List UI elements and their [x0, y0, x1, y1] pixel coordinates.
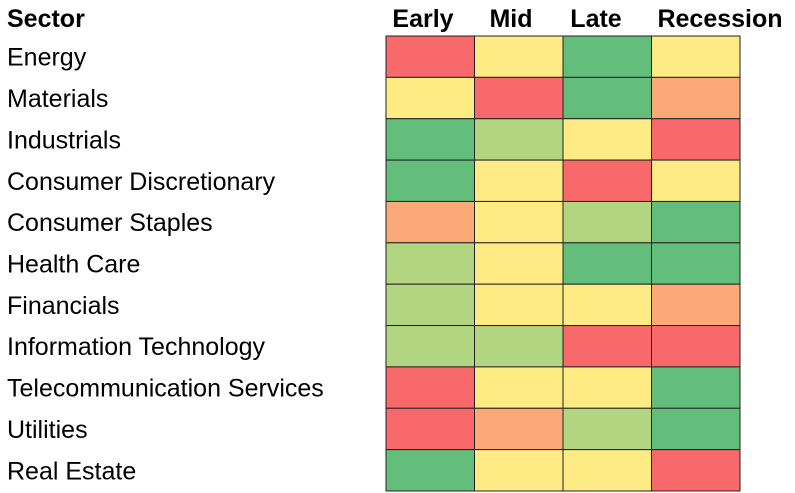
heatmap-cell — [474, 200, 564, 244]
heatmap-cell — [385, 283, 475, 327]
heatmap-cell — [474, 366, 564, 409]
heatmap-cell — [474, 242, 564, 285]
row-label: Information Technology — [7, 333, 266, 361]
heatmap-cell — [651, 449, 741, 492]
heatmap-cell — [474, 76, 564, 120]
heatmap-cell — [474, 325, 564, 368]
heatmap-cell — [562, 76, 652, 120]
heatmap-cell — [562, 159, 652, 202]
heatmap-cell — [651, 325, 741, 368]
column-header-late: Late — [570, 5, 622, 33]
heatmap-cell — [651, 283, 741, 327]
heatmap-cell — [385, 242, 475, 285]
row-label: Utilities — [7, 416, 88, 444]
heatmap-cell — [474, 407, 564, 451]
heatmap-cell — [474, 118, 564, 161]
heatmap-cell — [385, 200, 475, 244]
row-labels: Energy Materials Industrials Consumer Discr… — [7, 44, 324, 486]
heatmap-cell — [651, 242, 741, 285]
heatmap-cell — [562, 407, 652, 451]
heatmap-cell — [474, 35, 564, 78]
heatmap-cell — [651, 118, 741, 161]
heatmap-cell — [385, 366, 475, 409]
column-header-recession: Recession — [657, 5, 782, 33]
heatmap-cell — [385, 76, 475, 120]
row-label: Real Estate — [7, 457, 136, 485]
heatmap-cell — [474, 283, 564, 327]
heatmap-cell — [474, 159, 564, 202]
row-label: Health Care — [7, 251, 140, 279]
heatmap-cell — [562, 283, 652, 327]
row-label: Consumer Discretionary — [7, 168, 276, 196]
column-header-mid: Mid — [489, 5, 532, 33]
column-headers: Early Mid Late Recession — [392, 5, 782, 33]
heatmap-cell — [651, 35, 741, 78]
heatmap-cell — [385, 449, 475, 492]
heatmap-cell — [651, 159, 741, 202]
heatmap-cell — [651, 407, 741, 451]
heatmap-cell — [562, 242, 652, 285]
heatmap-cell — [562, 449, 652, 492]
heatmap-cell — [385, 118, 475, 161]
heatmap-cell — [562, 325, 652, 368]
heatmap-cell — [651, 76, 741, 120]
row-label: Industrials — [7, 126, 121, 154]
row-label: Materials — [7, 85, 108, 113]
heatmap-cell — [562, 366, 652, 409]
row-label: Telecommunication Services — [7, 375, 324, 403]
heatmap-cell — [651, 200, 741, 244]
heatmap-cell — [562, 200, 652, 244]
heatmap-cell — [385, 325, 475, 368]
heatmap-cell — [562, 35, 652, 78]
heatmap-cell — [385, 35, 475, 78]
row-label: Energy — [7, 44, 87, 72]
heatmap-cells — [385, 35, 741, 492]
row-label: Consumer Staples — [7, 209, 213, 237]
heatmap-cell — [385, 407, 475, 451]
heatmap-cell — [474, 449, 564, 492]
row-header: Sector — [7, 5, 85, 33]
column-header-early: Early — [392, 5, 453, 33]
heatmap-cell — [385, 159, 475, 202]
heatmap-cell — [562, 118, 652, 161]
row-label: Financials — [7, 292, 120, 320]
heatmap-cell — [651, 366, 741, 409]
